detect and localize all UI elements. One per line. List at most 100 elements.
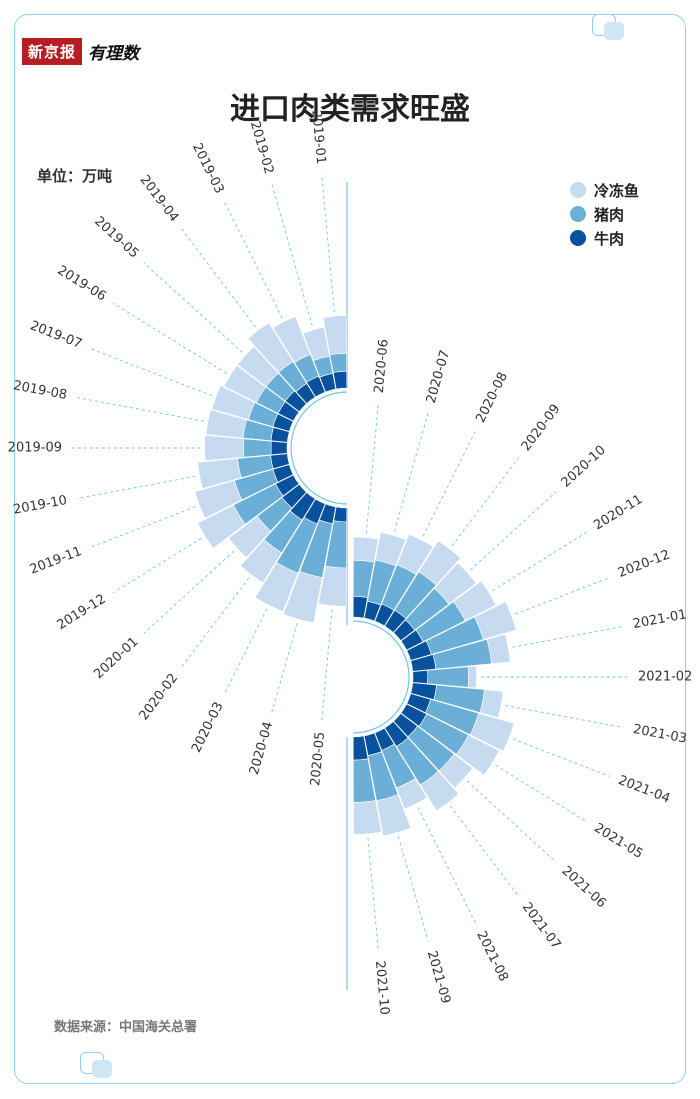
- bar-fish: [374, 532, 407, 567]
- bar-fish: [469, 712, 515, 752]
- category-label: 2019-04: [137, 173, 182, 225]
- category-label: 2020-05: [308, 731, 328, 786]
- category-label: 2021-03: [632, 722, 688, 747]
- bar-fish: [272, 316, 311, 363]
- label-leader-line: [512, 738, 610, 777]
- category-label: 2020-06: [372, 338, 392, 393]
- bar-fish: [396, 533, 434, 575]
- bar-pork: [427, 666, 469, 688]
- category-label: 2019-01: [308, 109, 328, 164]
- label-leader-line: [180, 228, 256, 328]
- legend-label-fish: 冷冻鱼: [594, 181, 640, 200]
- label-leader-line: [90, 348, 213, 397]
- category-label: 2020-12: [616, 547, 672, 581]
- bar-fish: [228, 515, 272, 559]
- category-label: 2019-09: [8, 441, 62, 456]
- label-leader-line: [76, 397, 204, 422]
- bar-fish: [376, 794, 412, 837]
- category-label: 2021-06: [559, 863, 609, 911]
- legend-item-beef: 牛肉: [570, 226, 639, 250]
- bar-fish: [353, 800, 382, 835]
- category-label: 2020-10: [559, 443, 609, 491]
- label-leader-line: [143, 550, 235, 634]
- bar-fish: [302, 327, 330, 361]
- bar-fish: [453, 580, 497, 622]
- bar-fish: [474, 601, 517, 640]
- bar-beef: [333, 506, 348, 523]
- category-label: 2021-10: [372, 960, 392, 1015]
- label-leader-line: [451, 457, 520, 547]
- bar-fish: [396, 778, 428, 810]
- label-leader-line: [90, 506, 196, 548]
- label-leader-line: [271, 183, 313, 327]
- label-leader-line: [224, 608, 268, 695]
- brand-logo: 新京报 有理数: [22, 37, 139, 65]
- label-leader-line: [470, 491, 557, 571]
- bar-fish: [254, 562, 299, 612]
- label-leader-line: [515, 577, 610, 615]
- bar-fish: [486, 633, 511, 664]
- label-leader-line: [367, 837, 379, 951]
- bar-beef: [270, 440, 288, 456]
- legend-swatch-fish: [570, 182, 586, 198]
- unit-label: 单位：万吨: [37, 167, 113, 185]
- bar-fish: [479, 689, 504, 719]
- bar-fish: [455, 734, 500, 776]
- category-label: 2020-03: [189, 700, 227, 755]
- category-label: 2020-01: [91, 634, 141, 682]
- category-label: 2020-09: [519, 402, 564, 454]
- inner-guide-arc: [290, 391, 348, 505]
- label-leader-line: [417, 807, 476, 924]
- bar-fish: [194, 480, 243, 519]
- page-frame: [14, 14, 686, 1084]
- category-label: 2019-02: [247, 120, 276, 176]
- category-label: 2021-02: [638, 670, 692, 685]
- label-leader-line: [512, 626, 624, 648]
- bar-beef: [412, 670, 429, 684]
- label-leader-line: [271, 622, 298, 713]
- chart-title: 进口肉类需求旺盛: [230, 92, 470, 127]
- legend-swatch-pork: [570, 206, 586, 222]
- label-leader-line: [112, 302, 227, 374]
- category-label: 2021-08: [473, 929, 511, 984]
- label-leader-line: [76, 475, 196, 499]
- bar-fish: [318, 565, 347, 607]
- category-label: 2021-04: [616, 773, 672, 807]
- legend-item-pork: 猪肉: [570, 202, 639, 226]
- chart-legend: 冷冻鱼 猪肉 牛肉: [570, 178, 639, 250]
- bar-fish: [322, 315, 347, 356]
- label-leader-line: [422, 430, 476, 537]
- inner-guide-arc: [352, 620, 410, 734]
- bar-fish: [237, 346, 279, 387]
- bar-fish: [438, 753, 474, 789]
- bar-fish: [223, 365, 267, 403]
- category-label: 2021-05: [591, 821, 645, 862]
- category-label: 2019-10: [12, 493, 68, 518]
- label-leader-line: [321, 174, 335, 313]
- category-label: 2019-08: [12, 378, 68, 403]
- label-leader-line: [224, 201, 283, 319]
- label-leader-line: [450, 805, 520, 897]
- label-leader-line: [180, 577, 250, 668]
- bar-fish: [197, 504, 246, 549]
- category-label: 2021-07: [519, 900, 564, 952]
- bar-fish: [467, 665, 477, 689]
- label-leader-line: [365, 403, 379, 534]
- bar-fish: [240, 539, 282, 584]
- category-label: 2021-09: [424, 949, 453, 1005]
- category-label: 2021-01: [632, 607, 688, 632]
- label-leader-line: [321, 609, 333, 722]
- category-label: 2019-03: [189, 141, 227, 196]
- category-label: 2020-11: [591, 492, 645, 533]
- category-label: 2019-05: [91, 214, 141, 262]
- category-label: 2020-08: [473, 370, 511, 425]
- label-leader-line: [466, 780, 557, 863]
- brand-logo-box: 新京报: [22, 37, 83, 65]
- bar-fish: [205, 409, 247, 439]
- category-label: 2020-04: [247, 720, 276, 776]
- label-leader-line: [495, 764, 588, 823]
- category-label: 2019-07: [28, 318, 84, 352]
- category-label: 2020-02: [137, 671, 182, 723]
- bar-pork: [243, 438, 272, 458]
